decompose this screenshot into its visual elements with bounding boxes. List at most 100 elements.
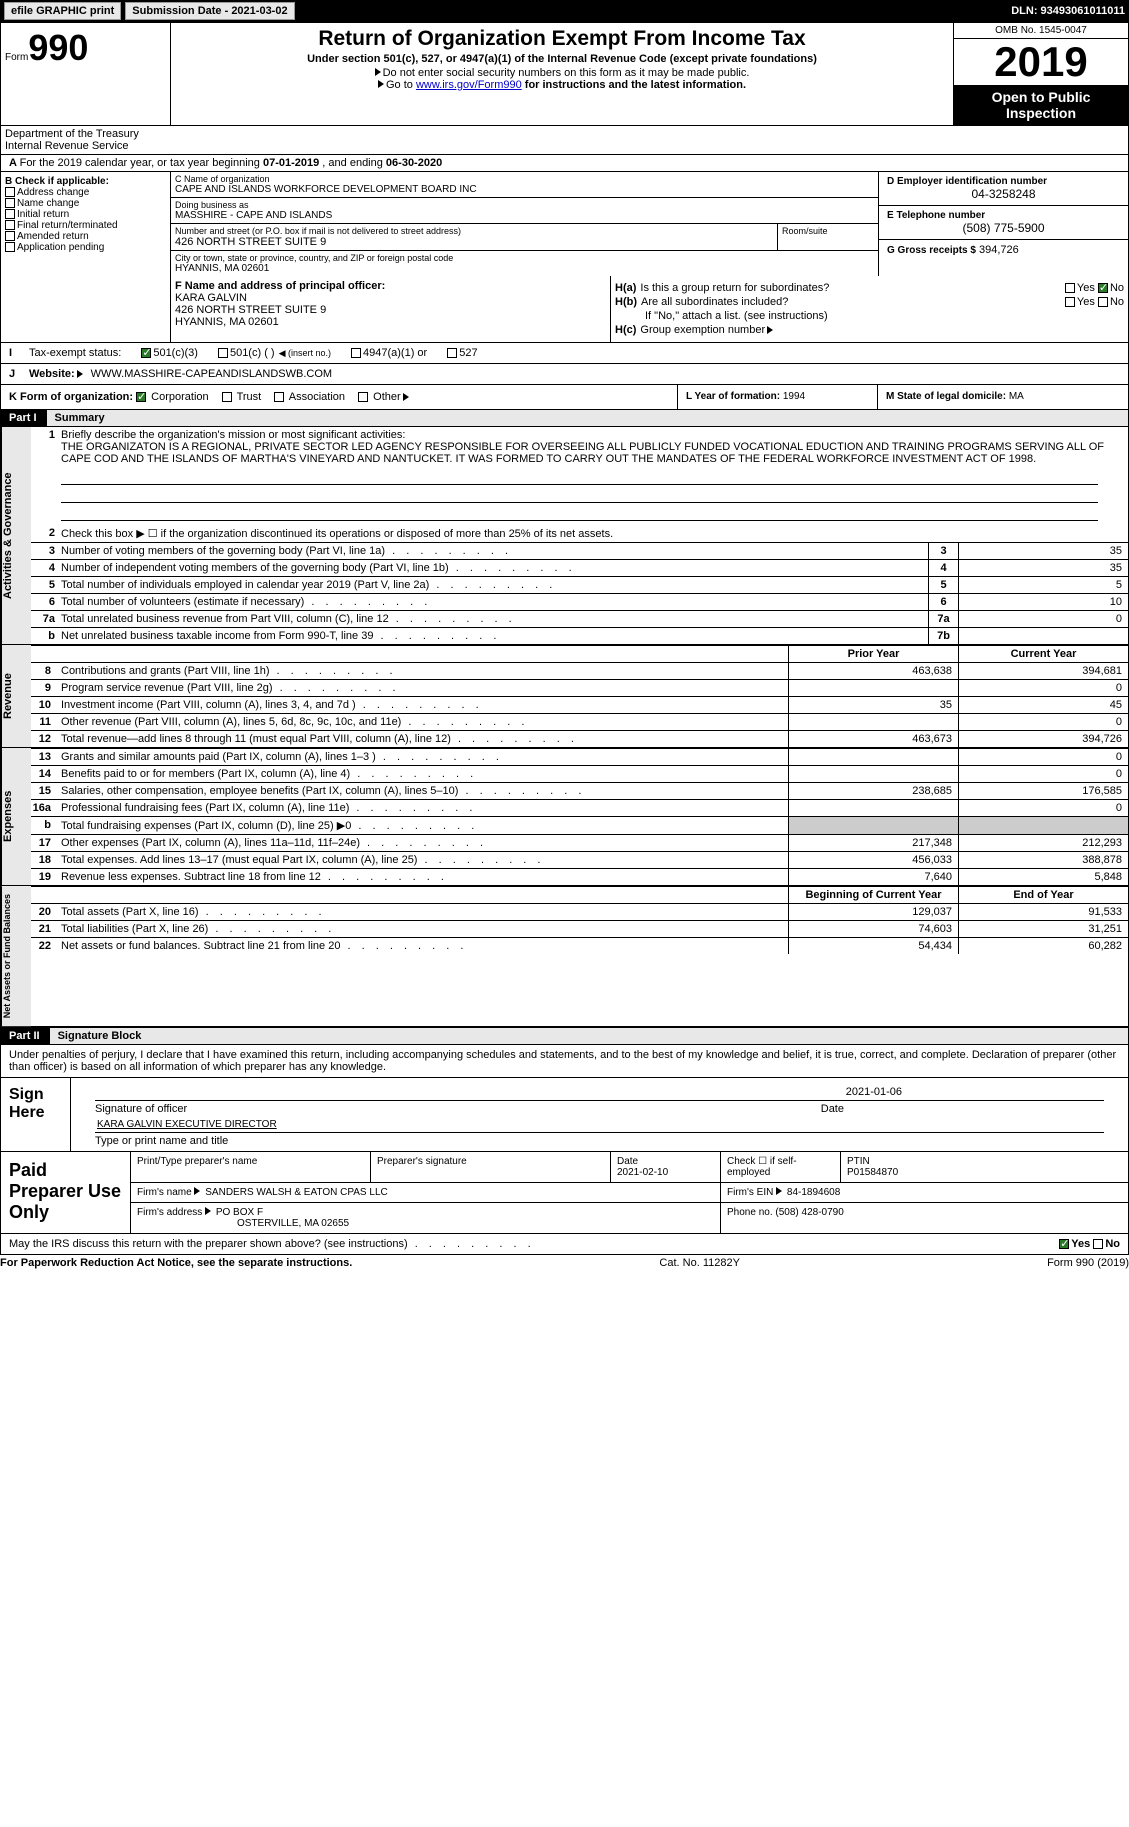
section-k-label: K Form of organization: [9,391,133,403]
prior-value: 238,685 [788,783,958,799]
current-value: 176,585 [958,783,1128,799]
prior-value: 463,673 [788,731,958,747]
501c3-checkbox[interactable] [141,348,151,358]
paid-preparer-label: Paid Preparer Use Only [1,1152,131,1233]
checkbox-initial-return[interactable]: Initial return [5,209,166,220]
ha-label: H(a) [615,282,636,294]
self-employed-cell: Check ☐ if self-employed [721,1152,841,1182]
ha-text: Is this a group return for subordinates? [640,282,1065,294]
data-row: 16aProfessional fundraising fees (Part I… [31,799,1128,816]
form-number-box: Form990 [1,23,171,125]
officer-name: KARA GALVIN [175,292,247,304]
firm-address-cell: Firm's address PO BOX FOSTERVILLE, MA 02… [131,1203,721,1233]
hb-no-checkbox[interactable] [1098,297,1108,307]
current-value: 91,533 [958,904,1128,920]
ha-no-checkbox[interactable] [1098,283,1108,293]
prior-value [788,817,958,834]
checkbox-name-change[interactable]: Name change [5,198,166,209]
row-num: 7a [35,613,61,625]
governance-row: 7aTotal unrelated business revenue from … [31,610,1128,627]
row-text: Benefits paid to or for members (Part IX… [57,766,788,782]
data-row: 10Investment income (Part VIII, column (… [31,696,1128,713]
row-cell-num: 7b [928,628,958,644]
row-num: 19 [31,869,57,885]
expenses-section: Expenses 13Grants and similar amounts pa… [0,748,1129,886]
officer-name-title: KARA GALVIN EXECUTIVE DIRECTOR [97,1119,277,1130]
firm-name-cell: Firm's name SANDERS WALSH & EATON CPAS L… [131,1183,721,1202]
data-row: 21Total liabilities (Part X, line 26)74,… [31,920,1128,937]
row-num: 10 [31,697,57,713]
row-text: Program service revenue (Part VIII, line… [57,680,788,696]
data-row: 12Total revenue—add lines 8 through 11 (… [31,730,1128,747]
part2-title: Signature Block [48,1028,1128,1044]
efile-print-button[interactable]: efile GRAPHIC print [4,2,121,20]
hb-yes-checkbox[interactable] [1065,297,1075,307]
expenses-side-label: Expenses [1,748,31,885]
prior-value [788,766,958,782]
data-row: 20Total assets (Part X, line 16)129,0379… [31,903,1128,920]
perjury-text: Under penalties of perjury, I declare th… [1,1045,1128,1077]
row-text: Professional fundraising fees (Part IX, … [57,800,788,816]
section-j-label: J [9,368,29,380]
begin-year-header: Beginning of Current Year [788,887,958,903]
other-checkbox[interactable] [358,392,368,402]
governance-section: Activities & Governance 1 Briefly descri… [0,427,1129,645]
netassets-section: Net Assets or Fund Balances Beginning of… [0,886,1129,1027]
row-cell-num: 6 [928,594,958,610]
netassets-header-row: Beginning of Current Year End of Year [31,886,1128,903]
preparer-sig-cell: Preparer's signature [371,1152,611,1182]
row-text: Total assets (Part X, line 16) [57,904,788,920]
ein-value: 04-3258248 [887,187,1120,201]
revenue-section: Revenue Prior Year Current Year 8Contrib… [0,645,1129,748]
ha-yes-checkbox[interactable] [1065,283,1075,293]
officer-street: 426 NORTH STREET SUITE 9 [175,304,326,316]
footer-left: For Paperwork Reduction Act Notice, see … [0,1257,352,1269]
officer-sig-label: Signature of officer [95,1103,187,1115]
governance-row: bNet unrelated business taxable income f… [31,627,1128,644]
current-value: 45 [958,697,1128,713]
checkbox-address-change[interactable]: Address change [5,187,166,198]
data-row: 13Grants and similar amounts paid (Part … [31,748,1128,765]
row-text: Total fundraising expenses (Part IX, col… [57,817,788,834]
data-row: 17Other expenses (Part IX, column (A), l… [31,834,1128,851]
footer-row: For Paperwork Reduction Act Notice, see … [0,1255,1129,1271]
line2-text: Check this box ▶ ☐ if the organization d… [61,527,1124,540]
527-checkbox[interactable] [447,348,457,358]
form-header: Form990 Return of Organization Exempt Fr… [0,22,1129,126]
prior-value [788,714,958,730]
officer-signature-line[interactable]: 2021-01-06 [95,1084,1104,1101]
prior-value: 7,640 [788,869,958,885]
section-f-label: F Name and address of principal officer: [175,280,385,292]
row-num: 3 [35,545,61,557]
checkbox-final-return[interactable]: Final return/terminated [5,220,166,231]
mission-text: THE ORGANIZATON IS A REGIONAL, PRIVATE S… [61,441,1104,465]
line1-num: 1 [35,429,61,441]
phone-label: E Telephone number [887,210,1120,221]
4947-checkbox[interactable] [351,348,361,358]
row-num: b [31,817,57,834]
hc-label: H(c) [615,324,636,336]
mission-blank-line-1 [61,471,1098,485]
prior-value: 35 [788,697,958,713]
current-value: 60,282 [958,938,1128,954]
checkbox-amended-return[interactable]: Amended return [5,231,166,242]
part1-header-row: Part I Summary [0,409,1129,427]
firm-ein-cell: Firm's EIN 84-1894608 [721,1183,1128,1202]
open-public-label: Open to PublicInspection [954,85,1128,125]
corporation-checkbox[interactable] [136,392,146,402]
row-text: Number of voting members of the governin… [61,545,512,557]
row-text: Other revenue (Part VIII, column (A), li… [57,714,788,730]
501c-checkbox[interactable] [218,348,228,358]
discuss-no-checkbox[interactable] [1093,1239,1103,1249]
section-i-label: I [9,347,29,359]
checkbox-application-pending[interactable]: Application pending [5,242,166,253]
data-row: 11Other revenue (Part VIII, column (A), … [31,713,1128,730]
irs-link[interactable]: www.irs.gov/Form990 [416,79,522,91]
org-name-address-box: C Name of organization CAPE AND ISLANDS … [171,172,878,276]
trust-checkbox[interactable] [222,392,232,402]
row-value: 35 [958,543,1128,559]
row-value: 35 [958,560,1128,576]
street-row: Number and street (or P.O. box if mail i… [171,224,878,251]
discuss-yes-checkbox[interactable] [1059,1239,1069,1249]
association-checkbox[interactable] [274,392,284,402]
